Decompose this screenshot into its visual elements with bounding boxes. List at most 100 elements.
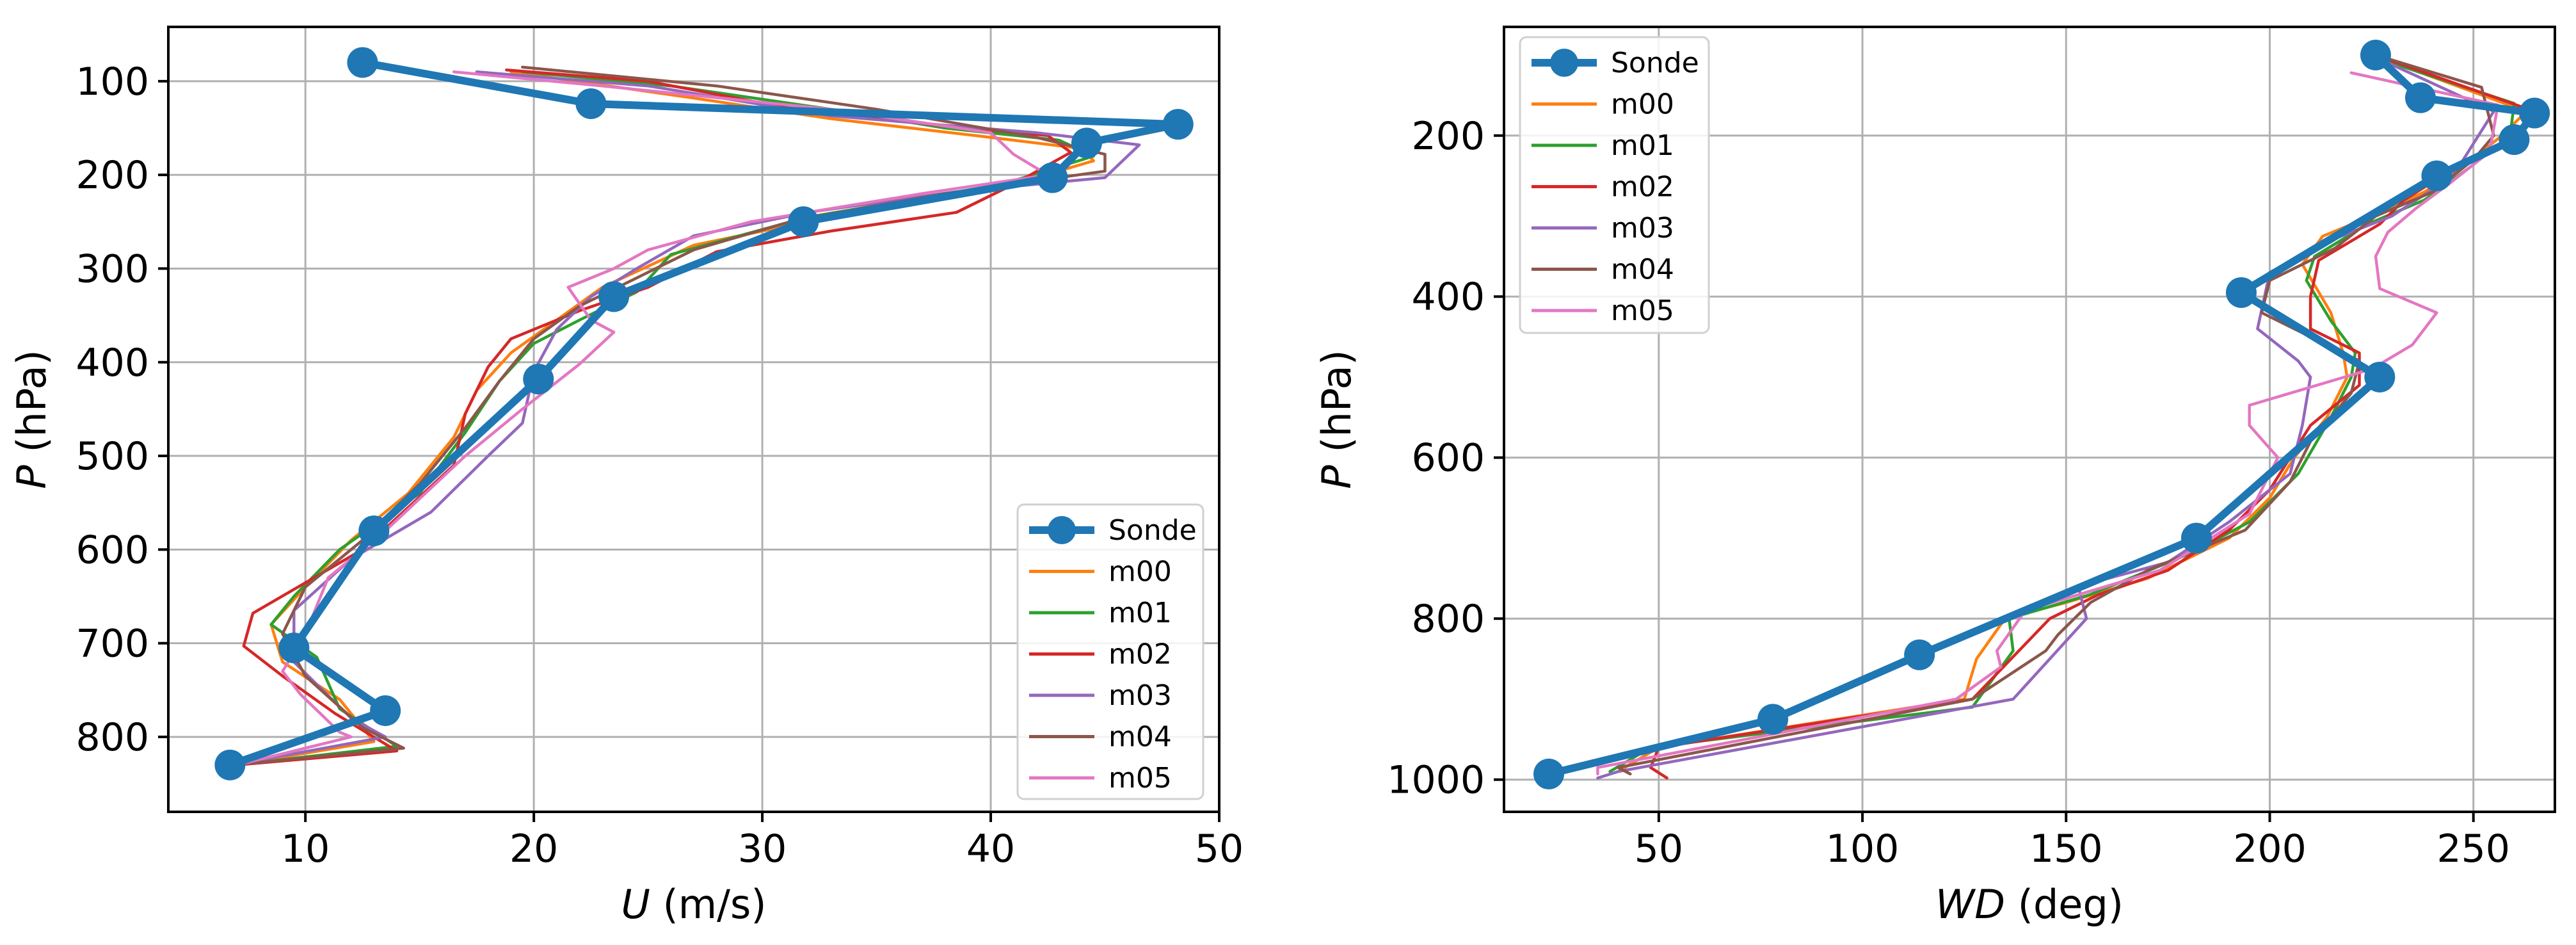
legend-label: m01: [1611, 129, 1674, 162]
x-tick-label: 100: [1826, 827, 1900, 871]
data-point-Sonde: [358, 515, 390, 547]
y-tick-label: 700: [76, 622, 149, 666]
series-Sonde: [214, 47, 1194, 780]
plot-area: [214, 47, 1194, 780]
y-tick-label: 200: [76, 153, 149, 198]
y-tick-label: 100: [76, 60, 149, 104]
y-tick-label: 1000: [1387, 758, 1485, 803]
legend-label: m04: [1108, 721, 1172, 754]
legend-item: m00: [1029, 556, 1172, 588]
legend-label: m05: [1108, 762, 1172, 795]
data-point-Sonde: [2499, 124, 2530, 156]
x-tick-label: 20: [509, 827, 558, 871]
series-line-m05: [1596, 71, 2500, 776]
data-point-Sonde: [575, 88, 607, 119]
data-point-Sonde: [370, 695, 401, 726]
y-tick-label: 600: [76, 528, 149, 572]
legend-box: [1016, 503, 1204, 800]
chart-right: 50 100 150 200 250 200 400 600 800 1000 WD (deg) P …: [1313, 26, 2556, 928]
axes-frame: [167, 26, 1220, 813]
legend-marker: [1048, 516, 1076, 544]
series-m03: [1596, 58, 2495, 780]
legend-item: m05: [1532, 295, 1674, 327]
data-point-Sonde: [788, 206, 819, 238]
data-point-Sonde: [2364, 361, 2396, 392]
axes-frame: [1503, 26, 2556, 813]
data-point-Sonde: [2360, 40, 2391, 71]
data-point-Sonde: [214, 749, 246, 780]
data-point-Sonde: [598, 281, 630, 312]
chart-left: 10 20 30 40 50 100 200 300 400 500 600 700 800 U (m/s…: [8, 26, 1244, 928]
data-point-Sonde: [1904, 639, 1935, 670]
series-m02: [1649, 55, 2536, 780]
legend-label: m05: [1611, 295, 1674, 327]
series-line-m04: [230, 65, 1107, 767]
x-axis-label: U (m/s): [621, 881, 766, 928]
ticks: 50 100 150 200 250 200 400 600 800 1000: [1387, 114, 2510, 871]
legend-marker: [1550, 49, 1578, 77]
series-line-m00: [1616, 58, 2528, 773]
series-line-Sonde: [226, 58, 1182, 769]
legend-item: m02: [1532, 171, 1674, 204]
legend-label: m04: [1611, 254, 1674, 286]
series-m05: [1596, 71, 2500, 776]
series-line-m05: [235, 70, 1050, 767]
x-tick-label: 30: [738, 827, 787, 871]
series-line-m04: [1616, 56, 2495, 776]
legend-label: m00: [1108, 556, 1172, 588]
data-point-Sonde: [523, 364, 554, 395]
series-m00: [235, 70, 1095, 767]
legend-label: m02: [1108, 638, 1172, 671]
legend-item: m04: [1532, 254, 1674, 286]
data-point-Sonde: [2180, 522, 2212, 554]
legend-item: Sonde: [1532, 47, 1699, 79]
series-line-m03: [1596, 58, 2495, 780]
legend-label: m00: [1611, 88, 1674, 121]
data-point-Sonde: [1037, 162, 1068, 193]
y-axis-label: P (hPa): [8, 350, 55, 489]
legend-item: m03: [1532, 212, 1674, 245]
legend-label: m03: [1611, 212, 1674, 245]
x-tick-label: 50: [1635, 827, 1683, 871]
x-axis-label: WD (deg): [1935, 881, 2124, 928]
series-m04: [1616, 56, 2495, 776]
data-point-Sonde: [2225, 277, 2257, 308]
y-tick-label: 500: [76, 434, 149, 479]
y-tick-label: 400: [76, 341, 149, 385]
data-point-Sonde: [1533, 758, 1565, 789]
series-line-m00: [235, 70, 1095, 767]
x-tick-label: 50: [1195, 827, 1244, 871]
ticks: 10 20 30 40 50 100 200 300 400 500 600 700 800: [76, 60, 1244, 871]
data-point-Sonde: [2519, 97, 2550, 129]
series-m00: [1616, 58, 2528, 773]
series-Sonde: [1533, 40, 2550, 789]
legend-item: m01: [1532, 129, 1674, 162]
legend-item: m05: [1029, 762, 1172, 795]
legend-item: m02: [1029, 638, 1172, 671]
y-axis-label: P (hPa): [1313, 350, 1360, 489]
y-tick-label: 400: [1411, 275, 1485, 319]
legend-label: m01: [1108, 597, 1172, 629]
y-tick-label: 600: [1411, 436, 1485, 481]
series-line-m01: [1608, 58, 2516, 773]
legend-box: [1519, 36, 1710, 334]
y-tick-label: 800: [76, 715, 149, 760]
y-tick-label: 200: [1411, 114, 1485, 159]
legend-item: m01: [1029, 597, 1172, 629]
legend-item: m04: [1029, 721, 1172, 754]
legend-label: Sonde: [1611, 47, 1699, 79]
series-line-m02: [1649, 55, 2536, 780]
data-point-Sonde: [347, 47, 378, 78]
legend-item: Sonde: [1029, 514, 1197, 547]
y-tick-label: 300: [76, 246, 149, 291]
data-point-Sonde: [1071, 127, 1102, 159]
data-point-Sonde: [1757, 704, 1789, 735]
x-tick-label: 40: [966, 827, 1015, 871]
series-m01: [1608, 58, 2516, 773]
data-point-Sonde: [278, 632, 310, 663]
x-tick-label: 200: [2233, 827, 2307, 871]
data-point-Sonde: [2404, 82, 2436, 113]
series-m04: [230, 65, 1107, 767]
legend-item: m03: [1029, 679, 1172, 712]
